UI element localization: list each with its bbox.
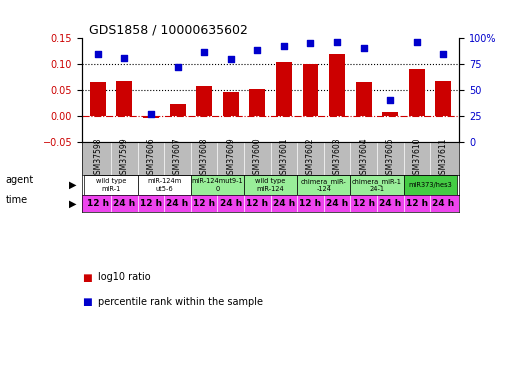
Text: ■: ■ (82, 297, 91, 307)
Bar (90, 82, 106, 116)
Text: 24 h: 24 h (113, 199, 136, 208)
Text: chimera_miR-
-124: chimera_miR- -124 (301, 178, 347, 192)
Text: chimera_miR-1
24-1: chimera_miR-1 24-1 (352, 178, 402, 192)
Text: GSM37601: GSM37601 (279, 138, 288, 179)
Text: GSM37606: GSM37606 (146, 137, 155, 179)
Text: GSM37598: GSM37598 (93, 138, 102, 179)
Text: GSM37610: GSM37610 (412, 138, 421, 179)
Text: 12 h: 12 h (87, 199, 109, 208)
Text: 24 h: 24 h (432, 199, 455, 208)
Bar (169, 104, 185, 116)
Point (253, 47, 261, 53)
Bar (191, 175, 244, 195)
Point (360, 45, 368, 51)
Bar (382, 112, 398, 116)
Bar (297, 175, 351, 195)
Bar (329, 54, 345, 116)
Text: 12 h: 12 h (193, 199, 215, 208)
Point (173, 64, 182, 70)
Text: log10 ratio: log10 ratio (98, 273, 150, 282)
Point (386, 97, 394, 103)
Point (93, 51, 102, 57)
Text: ▶: ▶ (69, 180, 77, 190)
Text: GSM37607: GSM37607 (173, 137, 182, 179)
Bar (356, 82, 372, 116)
Text: 12 h: 12 h (406, 199, 428, 208)
Bar (143, 116, 159, 118)
Bar (138, 175, 191, 195)
Point (280, 43, 288, 49)
Text: wild type
miR-1: wild type miR-1 (96, 178, 126, 192)
Bar (276, 62, 292, 116)
Text: 24 h: 24 h (166, 199, 188, 208)
Text: miR373/hes3: miR373/hes3 (408, 182, 452, 188)
Text: GSM37602: GSM37602 (306, 138, 315, 179)
Text: miR-124mut9-1
0: miR-124mut9-1 0 (192, 178, 243, 192)
Point (306, 40, 315, 46)
Text: ▶: ▶ (69, 199, 77, 208)
Text: GSM37599: GSM37599 (120, 137, 129, 179)
Text: percentile rank within the sample: percentile rank within the sample (98, 297, 263, 307)
Point (412, 39, 421, 45)
Text: GSM37605: GSM37605 (386, 137, 395, 179)
Text: GSM37608: GSM37608 (200, 138, 209, 179)
Point (200, 49, 209, 55)
Bar (244, 175, 297, 195)
Point (120, 56, 129, 62)
Text: agent: agent (5, 176, 34, 186)
Text: GSM37611: GSM37611 (439, 138, 448, 179)
Text: time: time (5, 195, 27, 205)
Bar (436, 81, 451, 116)
Bar (84, 175, 138, 195)
Point (227, 56, 235, 62)
Point (147, 111, 155, 117)
Text: 12 h: 12 h (140, 199, 162, 208)
Text: 24 h: 24 h (273, 199, 295, 208)
Text: 24 h: 24 h (326, 199, 348, 208)
Text: GSM37603: GSM37603 (333, 137, 342, 179)
Text: 12 h: 12 h (353, 199, 375, 208)
Text: 12 h: 12 h (299, 199, 322, 208)
Text: miR-124m
ut5-6: miR-124m ut5-6 (147, 178, 182, 192)
Bar (116, 81, 133, 116)
Point (439, 51, 448, 57)
Text: ■: ■ (82, 273, 91, 282)
Point (333, 39, 341, 45)
Bar (249, 88, 265, 116)
Bar (223, 92, 239, 116)
Text: GDS1858 / 10000635602: GDS1858 / 10000635602 (89, 23, 248, 36)
Text: 24 h: 24 h (379, 199, 401, 208)
Text: wild type
miR-124: wild type miR-124 (256, 178, 286, 192)
Bar (196, 86, 212, 116)
Text: GSM37600: GSM37600 (253, 137, 262, 179)
Text: GSM37604: GSM37604 (359, 137, 368, 179)
Bar (409, 69, 425, 116)
Bar (403, 175, 457, 195)
Text: 12 h: 12 h (246, 199, 268, 208)
Bar (303, 64, 318, 116)
Text: GSM37609: GSM37609 (226, 137, 235, 179)
Text: 24 h: 24 h (220, 199, 242, 208)
Bar (351, 175, 403, 195)
